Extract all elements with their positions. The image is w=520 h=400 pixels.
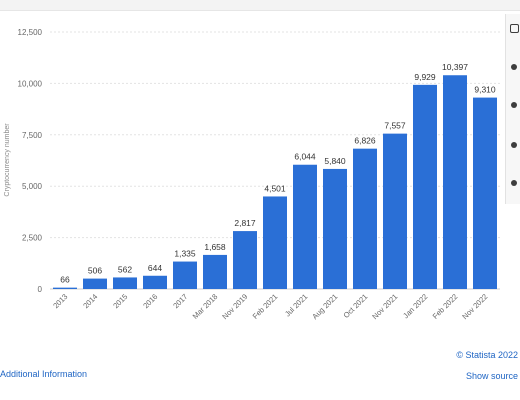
x-tick-label: 2014 [81, 292, 99, 310]
bar[interactable] [83, 278, 107, 289]
download-icon[interactable] [511, 102, 517, 108]
bar[interactable] [323, 168, 347, 289]
y-tick-label: 12,500 [18, 28, 43, 37]
bar-value-label: 4,501 [264, 183, 286, 193]
bar-value-label: 66 [60, 275, 70, 285]
bar-value-label: 1,335 [174, 249, 196, 259]
star-icon[interactable] [510, 24, 519, 33]
bar-value-label: 506 [88, 266, 102, 276]
y-tick-label: 10,000 [18, 79, 43, 88]
bar[interactable] [293, 164, 317, 289]
quote-icon[interactable] [511, 142, 517, 148]
bar-value-label: 5,840 [324, 156, 346, 166]
top-strip [0, 0, 520, 11]
x-tick-label: Nov 2021 [370, 292, 399, 321]
bar-value-label: 562 [118, 264, 132, 274]
y-axis-ticks: 0 2,500 5,000 7,500 10,000 12,500 [18, 28, 43, 294]
bar[interactable] [173, 261, 197, 289]
bar-value-label: 10,397 [442, 62, 468, 72]
x-tick-label: 2016 [141, 292, 159, 310]
bar[interactable] [53, 287, 77, 289]
bar-value-label: 1,658 [204, 242, 226, 252]
bar[interactable] [353, 148, 377, 289]
x-tick-label: Jul 2021 [283, 292, 309, 318]
data-labels: 66 506 562 644 1,335 1,658 2,817 4,501 6,044 5,84… [60, 62, 496, 284]
y-axis-title: Cryptocurrency number [4, 123, 11, 197]
bar[interactable] [113, 277, 137, 289]
bar[interactable] [473, 97, 497, 290]
bar[interactable] [263, 196, 287, 289]
bar[interactable] [233, 231, 257, 289]
statista-credit[interactable]: © Statista 2022 [456, 350, 518, 360]
x-tick-label: 2015 [111, 292, 129, 310]
x-tick-label: Feb 2022 [431, 292, 460, 321]
print-icon[interactable] [511, 180, 517, 186]
x-tick-label: Nov 2019 [220, 292, 249, 321]
x-tick-label: Jan 2022 [401, 292, 429, 320]
x-axis-ticks: 2013 2014 2015 2016 2017 Mar 2018 Nov 2019 Feb … [51, 292, 489, 321]
show-source-link[interactable]: Show source [465, 371, 518, 381]
y-tick-label: 7,500 [22, 131, 43, 140]
bar-value-label: 6,044 [294, 152, 316, 162]
bar-value-label: 9,310 [474, 85, 496, 95]
bar-value-label: 7,557 [384, 121, 406, 131]
bar-chart: 0 2,500 5,000 7,500 10,000 12,500 66 506 562 644… [4, 28, 500, 321]
bell-icon[interactable] [511, 64, 517, 70]
x-tick-label: 2017 [171, 292, 189, 310]
chart-container: 0 2,500 5,000 7,500 10,000 12,500 66 506 562 644… [0, 12, 505, 352]
chart-toolbar [505, 14, 520, 204]
x-tick-label: Aug 2021 [310, 292, 339, 321]
x-tick-label: 2013 [51, 292, 69, 310]
additional-information-link[interactable]: Additional Information [0, 369, 88, 379]
bars [53, 75, 497, 290]
y-tick-label: 0 [38, 285, 43, 294]
bar[interactable] [383, 133, 407, 289]
bar[interactable] [143, 275, 167, 289]
bar-value-label: 9,929 [414, 72, 436, 82]
bar-value-label: 644 [148, 263, 162, 273]
y-tick-label: 2,500 [22, 234, 43, 243]
bar[interactable] [413, 84, 437, 289]
x-tick-label: Feb 2021 [251, 292, 280, 321]
x-tick-label: Nov 2022 [460, 292, 489, 321]
y-tick-label: 5,000 [22, 182, 43, 191]
bar-value-label: 6,826 [354, 136, 376, 146]
x-tick-label: Mar 2018 [191, 292, 220, 321]
x-tick-label: Oct 2021 [342, 292, 370, 320]
bar-value-label: 2,817 [234, 218, 256, 228]
bar[interactable] [203, 254, 227, 289]
bar[interactable] [443, 75, 467, 290]
